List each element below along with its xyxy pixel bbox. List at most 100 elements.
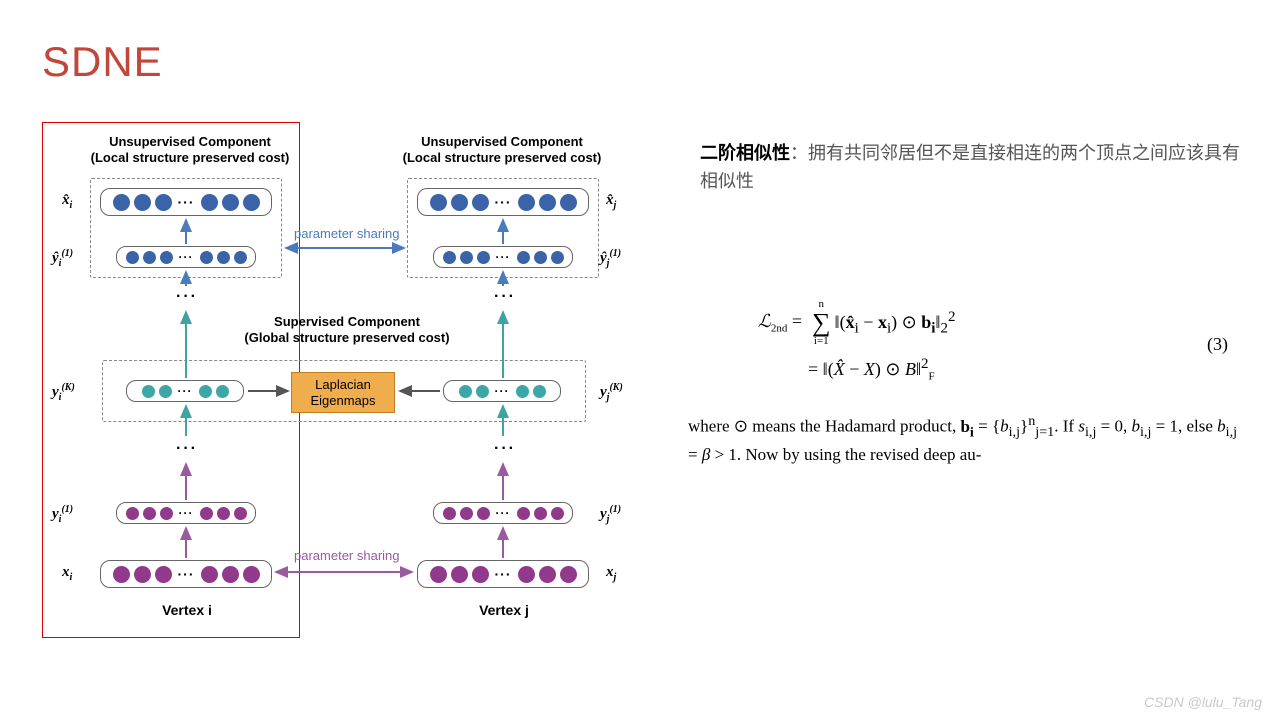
dots: ··· xyxy=(494,440,516,458)
sup-label: Supervised Component (Global structure p… xyxy=(227,314,467,347)
node xyxy=(460,251,473,264)
node xyxy=(451,194,468,211)
node xyxy=(517,251,530,264)
eq-line2: = ‖(X̂ − X) ⊙ B‖2F xyxy=(688,346,1248,392)
node xyxy=(113,194,130,211)
vertex-i-label: Vertex i xyxy=(137,602,237,618)
node xyxy=(134,194,151,211)
node xyxy=(518,566,535,583)
node xyxy=(134,566,151,583)
node xyxy=(472,566,489,583)
node xyxy=(443,251,456,264)
layer-y1-j: ··· xyxy=(433,502,573,524)
page-title: SDNE xyxy=(42,38,163,86)
watermark: CSDN @lulu_Tang xyxy=(1144,694,1262,710)
node xyxy=(451,566,468,583)
node xyxy=(160,507,173,520)
node xyxy=(234,507,247,520)
node xyxy=(160,251,173,264)
node xyxy=(143,251,156,264)
unsup-r2: (Local structure preserved cost) xyxy=(403,150,602,165)
node xyxy=(201,566,218,583)
eq-body: where ⊙ means the Hadamard product, bi =… xyxy=(688,412,1248,467)
dots: ··· xyxy=(176,288,198,306)
node xyxy=(459,385,472,398)
layer-y1-i: ··· xyxy=(116,502,256,524)
vertex-j-label: Vertex j xyxy=(454,602,554,618)
node xyxy=(476,385,489,398)
node xyxy=(551,251,564,264)
dots: ··· xyxy=(176,440,198,458)
layer-yK-i: ··· xyxy=(126,380,244,402)
node xyxy=(217,507,230,520)
lbl-yK-j: yj(K) xyxy=(600,382,623,403)
ellipsis: ··· xyxy=(179,506,194,520)
laplacian-box: Laplacian Eigenmaps xyxy=(291,372,395,413)
node xyxy=(460,507,473,520)
lap-l2: Eigenmaps xyxy=(310,393,375,408)
node xyxy=(222,194,239,211)
param-share-top: parameter sharing xyxy=(294,226,400,241)
sigma-icon: ∑ xyxy=(812,310,831,336)
ellipsis: ··· xyxy=(496,506,511,520)
lbl-yK-i: yi(K) xyxy=(52,382,75,403)
sdne-diagram: Unsupervised Component (Local structure … xyxy=(42,128,654,668)
eq-rhs2: = ‖(X̂ − X) ⊙ B‖2F xyxy=(808,356,935,383)
ellipsis: ··· xyxy=(495,566,512,582)
node xyxy=(560,566,577,583)
layer-xhat-i: ··· xyxy=(100,188,272,216)
node xyxy=(539,566,556,583)
node xyxy=(155,194,172,211)
node xyxy=(142,385,155,398)
node xyxy=(477,507,490,520)
ellipsis: ··· xyxy=(178,194,195,210)
lbl-x-j: xj xyxy=(606,564,616,583)
unsup-r1: Unsupervised Component xyxy=(421,134,583,149)
lbl-yhat1-i: ŷi(1) xyxy=(52,248,73,269)
lbl-x-i: xi xyxy=(62,564,72,583)
description-text: 二阶相似性：拥有共同邻居但不是直接相连的两个顶点之间应该具有相似性 xyxy=(700,140,1240,196)
node xyxy=(477,251,490,264)
node xyxy=(201,194,218,211)
node xyxy=(113,566,130,583)
sup-l2: (Global structure preserved cost) xyxy=(244,330,449,345)
node xyxy=(472,194,489,211)
unsup-l2: (Local structure preserved cost) xyxy=(91,150,290,165)
node xyxy=(126,507,139,520)
layer-x-i: ··· xyxy=(100,560,272,588)
node xyxy=(517,507,530,520)
node xyxy=(430,566,447,583)
node xyxy=(243,566,260,583)
desc-bold: 二阶相似性 xyxy=(700,143,790,163)
node xyxy=(516,385,529,398)
node xyxy=(539,194,556,211)
unsup-label-left: Unsupervised Component (Local structure … xyxy=(70,134,310,167)
layer-yK-j: ··· xyxy=(443,380,561,402)
node xyxy=(126,251,139,264)
dots: ··· xyxy=(494,288,516,306)
lbl-xhat-j: x̂j xyxy=(606,192,616,211)
node xyxy=(534,251,547,264)
ellipsis: ··· xyxy=(496,250,511,264)
param-share-bottom: parameter sharing xyxy=(294,548,400,563)
ellipsis: ··· xyxy=(178,566,195,582)
node xyxy=(443,507,456,520)
layer-yhat1-j: ··· xyxy=(433,246,573,268)
lbl-yhat1-j: ŷj(1) xyxy=(600,248,621,269)
unsup-l1: Unsupervised Component xyxy=(109,134,271,149)
node xyxy=(159,385,172,398)
sum-bot: i=1 xyxy=(814,336,829,347)
node xyxy=(143,507,156,520)
ellipsis: ··· xyxy=(179,250,194,264)
layer-xhat-j: ··· xyxy=(417,188,589,216)
node xyxy=(430,194,447,211)
equation-block: ℒ2nd = n ∑ i=1 ‖(x̂i − xi) ⊙ bi‖22 = ‖(X… xyxy=(688,300,1248,467)
node xyxy=(200,251,213,264)
lbl-xhat-i: x̂i xyxy=(62,192,72,211)
eq-line1: ℒ2nd = n ∑ i=1 ‖(x̂i − xi) ⊙ bi‖22 xyxy=(688,300,1248,346)
ellipsis: ··· xyxy=(178,384,193,398)
lbl-y1-j: yj(1) xyxy=(600,504,621,525)
eq-rhs1: ‖(x̂i − xi) ⊙ bi‖22 xyxy=(835,309,956,338)
lbl-y1-i: yi(1) xyxy=(52,504,73,525)
node xyxy=(518,194,535,211)
